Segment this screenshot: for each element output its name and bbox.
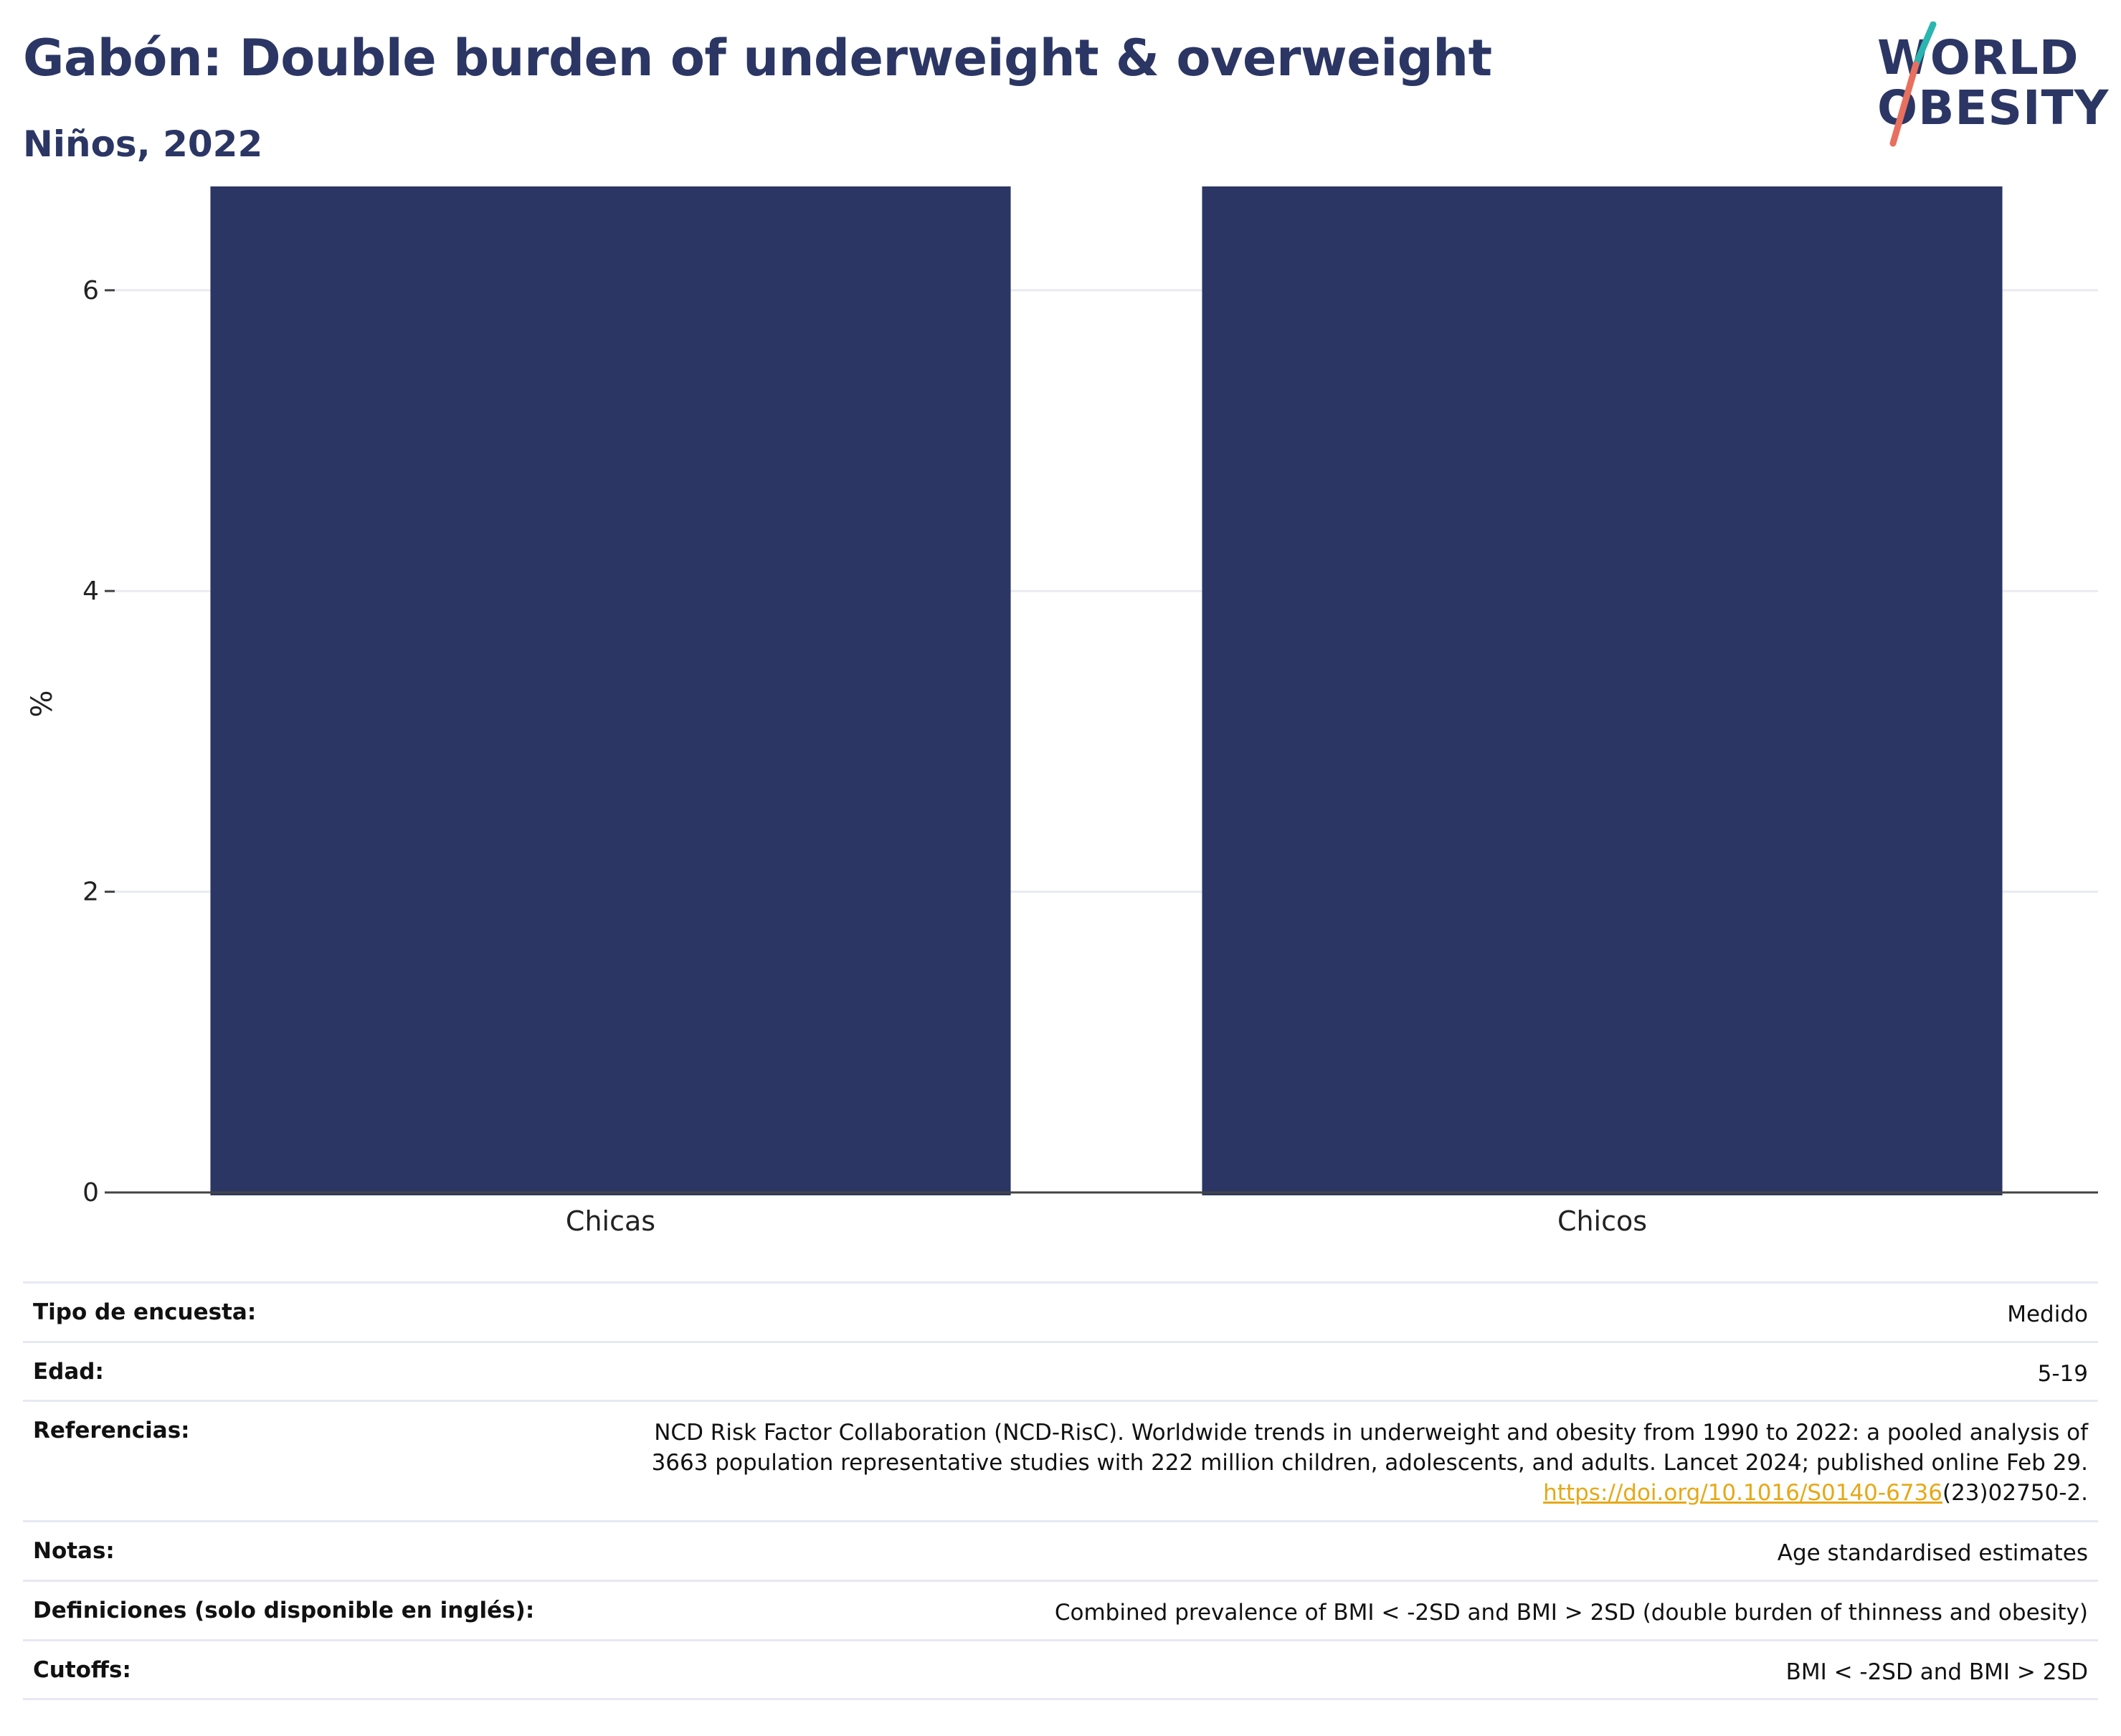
references-text-line1: NCD Risk Factor Collaboration (NCD-RisC)… bbox=[654, 1420, 2088, 1446]
y-axis-label: % bbox=[26, 690, 59, 717]
references-suffix: (23)02750-2. bbox=[1942, 1480, 2088, 1506]
chart-title: Gabón: Double burden of underweight & ov… bbox=[23, 29, 1492, 87]
meta-key: Edad: bbox=[33, 1359, 104, 1385]
metadata-table: Tipo de encuesta: Medido Edad: 5-19 Refe… bbox=[23, 1281, 2098, 1700]
meta-row-definitions: Definiciones (solo disponible en inglés)… bbox=[23, 1580, 2098, 1639]
axes: 024681012ChicasChicos% bbox=[26, 276, 2098, 1237]
meta-row-survey-type: Tipo de encuesta: Medido bbox=[23, 1281, 2098, 1341]
x-tick-label: Chicas bbox=[566, 1205, 655, 1237]
meta-value: Medido bbox=[2007, 1301, 2088, 1327]
meta-key: Cutoffs: bbox=[33, 1657, 131, 1683]
world-obesity-logo[interactable]: WORLD OBESITY bbox=[1871, 22, 2108, 151]
bar-chicas bbox=[210, 186, 1011, 1195]
meta-value: Combined prevalence of BMI < -2SD and BM… bbox=[1054, 1600, 2088, 1626]
meta-row-cutoffs: Cutoffs: BMI < -2SD and BMI > 2SD bbox=[23, 1639, 2098, 1700]
y-tick-label: 2 bbox=[82, 878, 99, 907]
meta-key: Notas: bbox=[33, 1538, 115, 1564]
bar-chart: 024681012ChicasChicos% bbox=[26, 186, 2098, 1237]
meta-key: Referencias: bbox=[33, 1418, 190, 1443]
meta-row-notes: Notas: Age standardised estimates bbox=[23, 1520, 2098, 1580]
y-tick-label: 4 bbox=[82, 577, 99, 606]
references-text-line2: 3663 population representative studies w… bbox=[651, 1450, 2088, 1476]
logo-line-obesity: OBESITY bbox=[1877, 80, 2110, 136]
meta-key: Definiciones (solo disponible en inglés)… bbox=[33, 1598, 535, 1623]
meta-row-age: Edad: 5-19 bbox=[23, 1341, 2098, 1400]
meta-value: NCD Risk Factor Collaboration (NCD-RisC)… bbox=[652, 1418, 2088, 1508]
y-tick-label: 0 bbox=[82, 1178, 99, 1208]
x-tick-label: Chicos bbox=[1557, 1205, 1647, 1237]
meta-value: BMI < -2SD and BMI > 2SD bbox=[1785, 1659, 2088, 1685]
doi-link[interactable]: https://doi.org/10.1016/S0140-6736 bbox=[1543, 1480, 1942, 1506]
meta-value: 5-19 bbox=[2037, 1361, 2088, 1387]
logo-slash-icon bbox=[1889, 22, 1937, 147]
chart-subtitle: Niños, 2022 bbox=[23, 123, 263, 165]
bars bbox=[210, 186, 2003, 1195]
y-tick-label: 6 bbox=[82, 276, 99, 305]
meta-value: Age standardised estimates bbox=[1777, 1540, 2088, 1566]
meta-key: Tipo de encuesta: bbox=[33, 1299, 257, 1325]
meta-row-references: Referencias: NCD Risk Factor Collaborati… bbox=[23, 1400, 2098, 1520]
bar-chicos bbox=[1202, 186, 2003, 1195]
